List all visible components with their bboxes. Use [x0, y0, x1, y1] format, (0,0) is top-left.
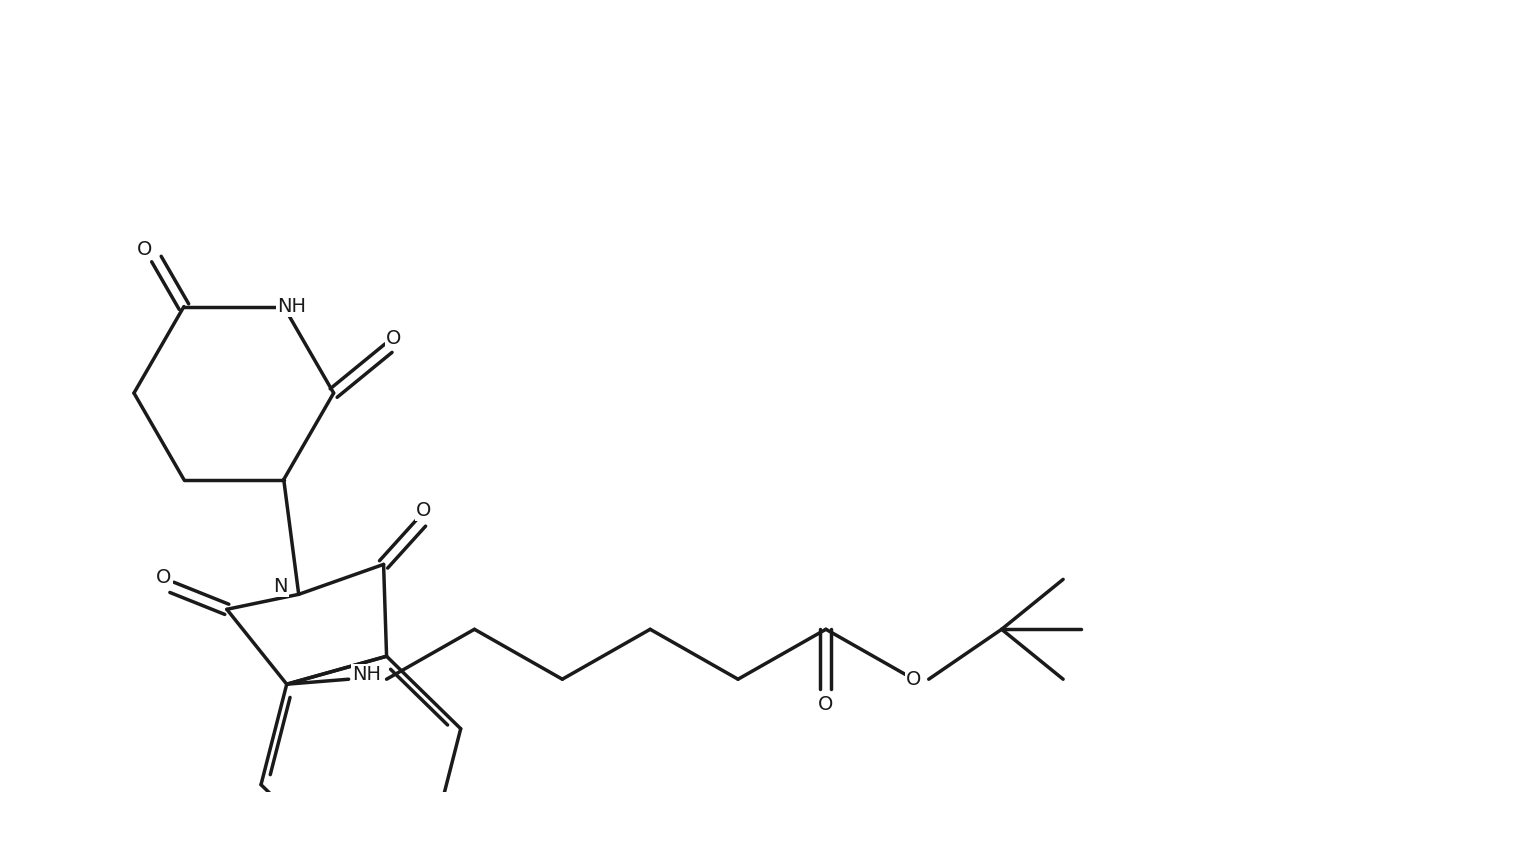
Text: O: O — [387, 329, 402, 348]
Text: O: O — [819, 695, 834, 714]
Text: NH: NH — [277, 297, 306, 316]
Text: NH: NH — [352, 665, 381, 684]
Text: N: N — [273, 577, 288, 596]
Text: O: O — [156, 568, 171, 587]
Text: O: O — [136, 240, 152, 259]
Text: O: O — [415, 501, 431, 520]
Text: O: O — [907, 669, 922, 689]
